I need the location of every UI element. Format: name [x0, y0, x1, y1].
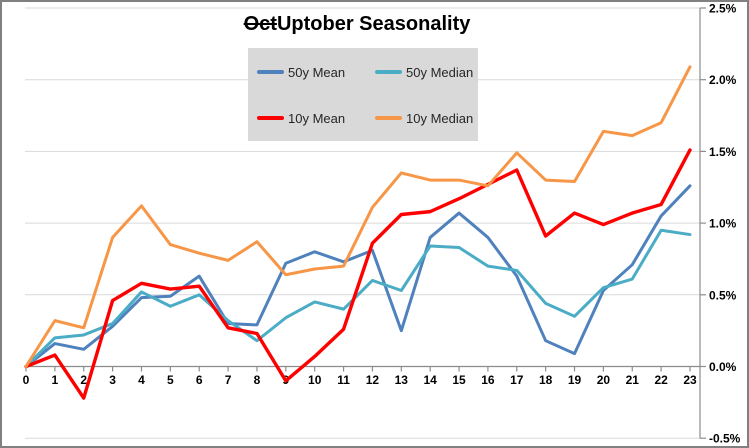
x-axis-label: 17 [510, 373, 524, 387]
legend-line-swatch [375, 70, 402, 74]
legend-item-10y-mean[interactable]: 10y Mean [248, 111, 366, 126]
x-axis-label: 8 [254, 373, 261, 387]
x-axis-label: 21 [626, 373, 640, 387]
legend-label: 10y Median [406, 110, 474, 126]
legend-item-50y-mean[interactable]: 50y Mean [248, 65, 366, 80]
legend-label: 50y Median [406, 64, 474, 80]
x-axis-label: 0 [23, 373, 30, 387]
title-main-text: Uptober Seasonality [276, 13, 471, 35]
x-axis-label: 4 [138, 373, 145, 387]
x-axis-label: 15 [452, 373, 466, 387]
series-line-10y-median[interactable] [24, 65, 692, 368]
legend-line-swatch [375, 116, 402, 120]
x-axis-label: 22 [654, 373, 668, 387]
legend[interactable]: 50y Mean 50y Median 10y Mean 10y Median [248, 48, 478, 141]
x-axis-label: 12 [366, 373, 380, 387]
y-axis-label: 2.0% [709, 73, 737, 87]
title-strikethrough-text: Oct [243, 13, 277, 35]
x-axis-label: 7 [225, 373, 232, 387]
legend-item-50y-median[interactable]: 50y Median [366, 65, 478, 80]
series-line-10y-mean[interactable] [24, 148, 692, 400]
x-axis-label: 6 [196, 373, 203, 387]
legend-label: 10y Mean [288, 110, 346, 126]
x-axis-label: 19 [568, 373, 582, 387]
legend-label: 50y Mean [288, 64, 346, 80]
chart-title[interactable]: OctUptober Seasonality [0, 13, 714, 36]
y-axis-label: 0.0% [709, 360, 737, 374]
x-axis-label: 3 [109, 373, 116, 387]
legend-line-swatch [257, 70, 284, 74]
x-axis-label: 10 [308, 373, 322, 387]
x-axis-label: 13 [395, 373, 409, 387]
x-axis-label: 11 [337, 373, 350, 387]
x-axis-label: 2 [80, 373, 87, 387]
x-axis-label: 20 [597, 373, 611, 387]
x-axis-label: 23 [683, 373, 697, 387]
y-axis-label: 1.0% [709, 217, 737, 231]
x-axis-label: 5 [167, 373, 174, 387]
y-axis-label: 1.5% [709, 145, 737, 159]
x-axis-label: 14 [423, 373, 437, 387]
legend-line-swatch [257, 116, 284, 120]
series-line-50y-mean[interactable] [24, 184, 692, 368]
y-axis-label: 0.5% [709, 288, 737, 302]
y-axis-label: -0.5% [709, 432, 741, 446]
legend-item-10y-median[interactable]: 10y Median [366, 111, 478, 126]
x-axis-label: 1 [52, 373, 59, 387]
series-line-50y-median[interactable] [24, 228, 692, 368]
x-axis-label: 16 [481, 373, 495, 387]
x-axis-label: 18 [539, 373, 553, 387]
y-axis-label: 2.5% [709, 2, 737, 16]
